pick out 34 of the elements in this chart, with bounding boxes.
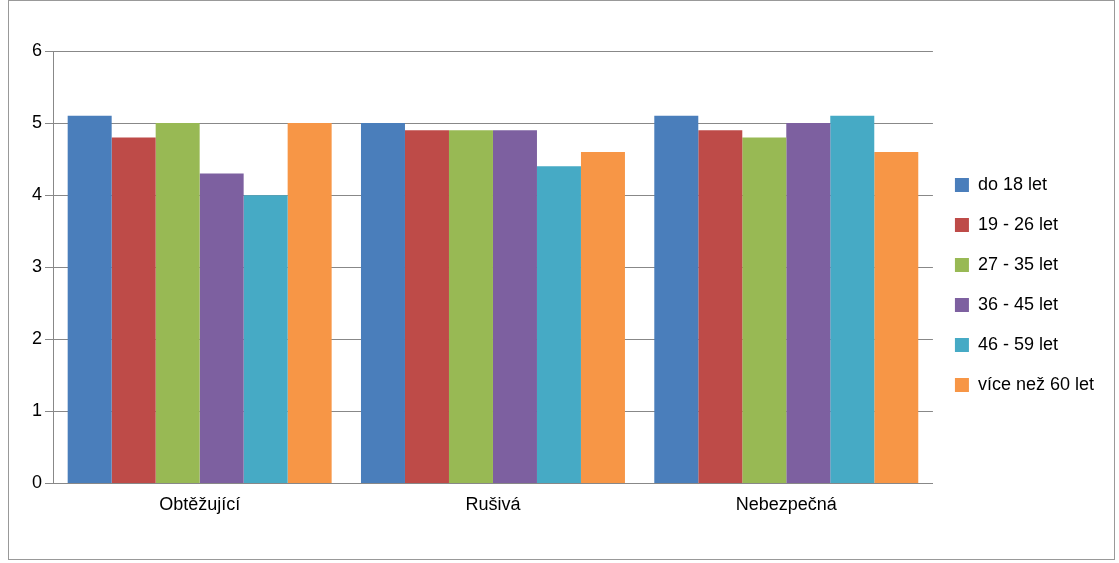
y-tick-label: 6 — [32, 39, 43, 60]
bar — [111, 137, 156, 483]
x-tick-label: Obtěžující — [159, 494, 241, 515]
y-tick-label: 0 — [32, 472, 43, 493]
legend-label: do 18 let — [977, 173, 1047, 194]
bar — [492, 130, 537, 483]
y-tick-label: 1 — [32, 400, 43, 421]
y-tick-label: 4 — [32, 184, 43, 205]
bar — [786, 123, 831, 483]
bar — [830, 115, 875, 483]
y-tick-label: 5 — [32, 112, 43, 133]
legend-label: 36 - 45 let — [977, 293, 1058, 314]
bar — [874, 151, 919, 483]
bar — [287, 123, 332, 483]
bar — [536, 166, 581, 483]
x-tick-label: Rušivá — [465, 494, 522, 515]
legend-label: více než 60 let — [977, 373, 1095, 394]
legend-label: 19 - 26 let — [977, 213, 1058, 234]
bar — [698, 130, 743, 483]
legend-label: 27 - 35 let — [977, 253, 1058, 274]
y-tick-label: 3 — [32, 256, 43, 277]
bar — [155, 123, 200, 483]
bar — [654, 115, 699, 483]
bar — [67, 115, 112, 483]
y-tick-label: 2 — [32, 328, 43, 349]
x-tick-label: Nebezpečná — [735, 494, 838, 515]
bar — [360, 123, 405, 483]
legend-label: 46 - 59 let — [977, 333, 1058, 354]
bar — [742, 137, 787, 483]
bar — [199, 173, 244, 483]
bar — [580, 151, 625, 483]
bar — [243, 195, 288, 483]
bar — [448, 130, 493, 483]
bar — [404, 130, 449, 483]
